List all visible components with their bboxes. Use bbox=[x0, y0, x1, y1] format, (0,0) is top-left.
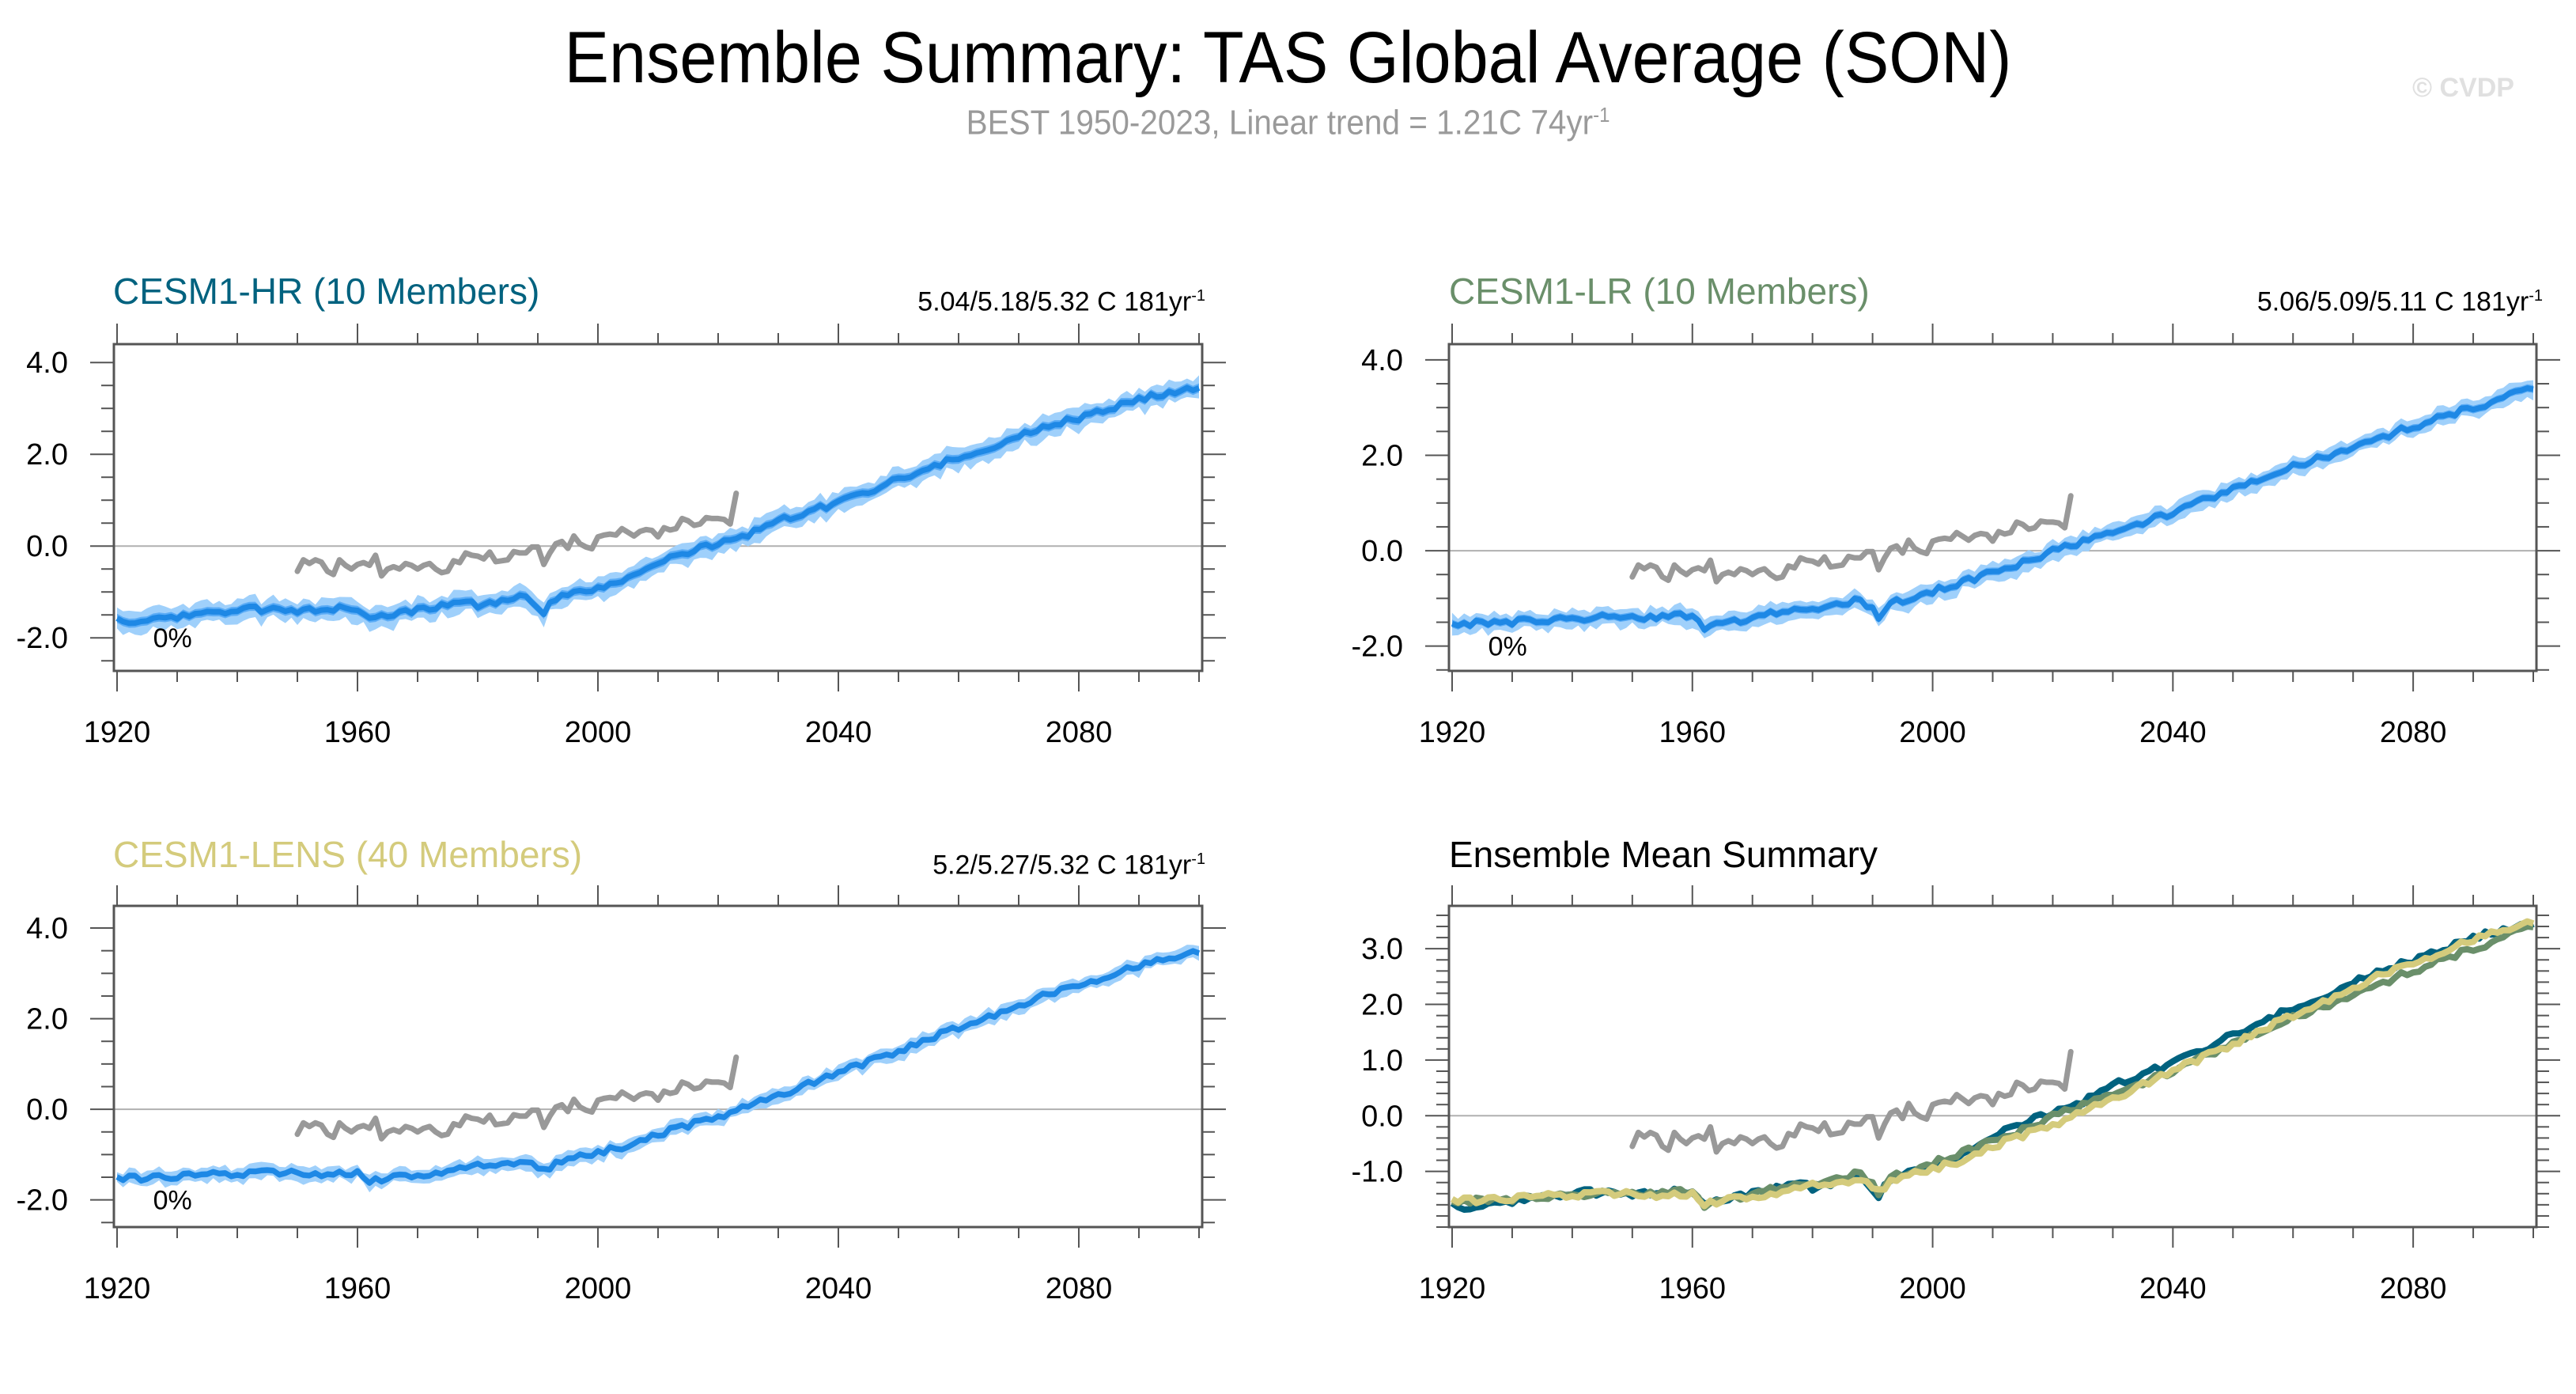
percent-annotation: 0% bbox=[153, 1186, 192, 1216]
panel-hr: 1920 1960 2000 2040 2080 -2.0 0.0 2.0 4.0 0% bbox=[17, 324, 1226, 749]
ensemble-mean-line bbox=[1451, 385, 2534, 633]
x-tick-label: 2000 bbox=[1899, 716, 1966, 749]
panel-ensmean: 1920 1960 2000 2040 2080 -1.0 0.0 1.0 2.0 3.0 bbox=[1352, 885, 2560, 1305]
y-tick-label: 0.0 bbox=[26, 1093, 68, 1127]
panel-stat-lens: 5.2/5.27/5.32 C 181yr-1 bbox=[932, 842, 1205, 882]
y-tick-label: -1.0 bbox=[1352, 1156, 1403, 1189]
panel-stat-hr-sup: -1 bbox=[1191, 287, 1205, 305]
x-tick-label: 1960 bbox=[324, 1272, 392, 1305]
spread-interquartile-band bbox=[117, 948, 1199, 1187]
x-tick-label: 2080 bbox=[2380, 1272, 2447, 1305]
subtitle-superscript: -1 bbox=[1593, 103, 1610, 127]
panel-stat-lens-text: 5.2/5.27/5.32 C 181yr bbox=[932, 850, 1192, 881]
panel-title-ensmean: Ensemble Mean Summary bbox=[1449, 834, 1878, 875]
observations-line bbox=[294, 491, 740, 579]
y-tick-label: 4.0 bbox=[26, 347, 68, 380]
subtitle: BEST 1950-2023, Linear trend = 1.21C 74y… bbox=[103, 103, 2472, 143]
y-tick-label: 0.0 bbox=[1361, 1100, 1403, 1133]
x-tick-label: 2080 bbox=[1046, 716, 1113, 749]
panel-title-lens: CESM1-LENS (40 Members) bbox=[113, 834, 583, 875]
plot-area-lens bbox=[115, 945, 1201, 1193]
y-tick-label: -2.0 bbox=[17, 1184, 68, 1218]
observations-line bbox=[294, 1054, 740, 1142]
spread-range-band bbox=[117, 945, 1199, 1193]
y-tick-label: -2.0 bbox=[17, 622, 68, 655]
x-tick-label: 2040 bbox=[2139, 1272, 2207, 1305]
x-tick-label: 1960 bbox=[1659, 1272, 1727, 1305]
panel-stat-lr: 5.06/5.09/5.11 C 181yr-1 bbox=[2257, 278, 2543, 319]
cvdp-watermark: © CVDP bbox=[2412, 73, 2514, 103]
x-tick-label: 2040 bbox=[805, 1272, 872, 1305]
spread-range-band bbox=[1452, 380, 2533, 638]
x-tick-label: 1920 bbox=[84, 716, 151, 749]
panel-stat-hr-text: 5.04/5.18/5.32 C 181yr bbox=[917, 286, 1192, 317]
x-tick-label: 1960 bbox=[1659, 716, 1727, 749]
panel-title-lr: CESM1-LR (10 Members) bbox=[1449, 271, 1870, 312]
plot-area-ensmean bbox=[1450, 918, 2535, 1213]
series-line-hr bbox=[1450, 920, 2535, 1213]
panel-title-hr: CESM1-HR (10 Members) bbox=[113, 271, 540, 312]
y-tick-label: 3.0 bbox=[1361, 933, 1403, 966]
series-line-lens bbox=[1451, 918, 2535, 1210]
plot-frame bbox=[1447, 904, 2538, 1229]
y-tick-label: 0.0 bbox=[1361, 535, 1403, 568]
x-tick-label: 1920 bbox=[84, 1272, 151, 1305]
subtitle-text: BEST 1950-2023, Linear trend = 1.21C 74y… bbox=[966, 103, 1594, 142]
observations-line bbox=[1629, 493, 2074, 585]
panel-stat-lens-sup: -1 bbox=[1191, 850, 1205, 868]
x-tick-label: 2080 bbox=[1046, 1272, 1113, 1305]
percent-annotation: 0% bbox=[153, 623, 192, 653]
y-tick-label: 2.0 bbox=[26, 1003, 68, 1036]
x-tick-label: 2080 bbox=[2380, 716, 2447, 749]
spread-interquartile-band bbox=[1452, 384, 2533, 634]
y-tick-label: 1.0 bbox=[1361, 1044, 1403, 1078]
x-tick-label: 1960 bbox=[324, 716, 392, 749]
x-tick-label: 1920 bbox=[1419, 716, 1486, 749]
plot-frame bbox=[112, 343, 1204, 672]
x-tick-label: 2040 bbox=[2139, 716, 2207, 749]
panel-stat-lr-sup: -1 bbox=[2529, 287, 2543, 305]
y-tick-label: -2.0 bbox=[1352, 631, 1403, 664]
x-tick-label: 2000 bbox=[1899, 1272, 1966, 1305]
panel-stat-lr-text: 5.06/5.09/5.11 C 181yr bbox=[2256, 286, 2529, 317]
y-tick-label: 4.0 bbox=[26, 912, 68, 945]
spread-range-band bbox=[117, 375, 1199, 636]
y-tick-label: 4.0 bbox=[1361, 344, 1403, 377]
series-line-lr bbox=[1451, 922, 2534, 1211]
panel-stat-hr: 5.04/5.18/5.32 C 181yr-1 bbox=[917, 278, 1205, 319]
panel-lr: 1920 1960 2000 2040 2080 -2.0 0.0 2.0 4.0 0% bbox=[1352, 324, 2560, 749]
plot-area-lr bbox=[1451, 380, 2534, 638]
percent-annotation: 0% bbox=[1488, 632, 1527, 662]
ensemble-mean-line bbox=[115, 384, 1201, 627]
ensemble-mean-line bbox=[115, 948, 1201, 1186]
plot-area-hr bbox=[115, 375, 1201, 636]
main-title: Ensemble Summary: TAS Global Average (SO… bbox=[564, 17, 2012, 98]
x-tick-label: 2000 bbox=[565, 1272, 632, 1305]
panel-lens: 1920 1960 2000 2040 2080 -2.0 0.0 2.0 4.0 0% bbox=[17, 885, 1226, 1305]
x-tick-label: 1920 bbox=[1419, 1272, 1486, 1305]
x-tick-label: 2000 bbox=[565, 716, 632, 749]
y-tick-label: 2.0 bbox=[1361, 989, 1403, 1022]
y-tick-label: 2.0 bbox=[1361, 439, 1403, 472]
y-tick-label: 2.0 bbox=[26, 438, 68, 472]
x-tick-label: 2040 bbox=[805, 716, 872, 749]
y-tick-label: 0.0 bbox=[26, 530, 68, 563]
observations-line bbox=[1629, 1048, 2074, 1155]
